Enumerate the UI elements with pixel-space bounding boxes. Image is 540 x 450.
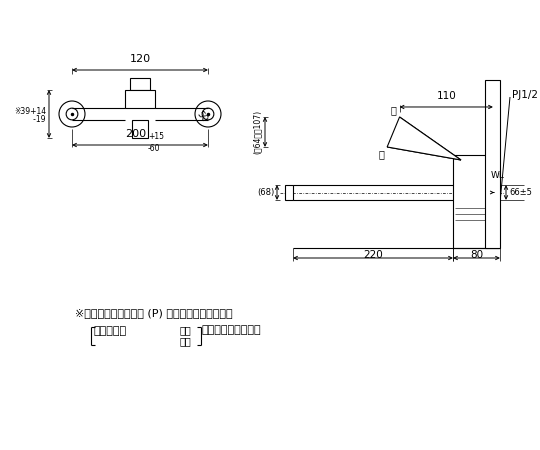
Text: 50: 50 — [195, 110, 210, 125]
Bar — [130, 78, 150, 90]
Text: PJ1/2: PJ1/2 — [512, 90, 538, 100]
Text: (開64～閉107): (開64～閉107) — [253, 110, 262, 154]
Text: 80: 80 — [470, 250, 483, 260]
Text: 200: 200 — [125, 129, 146, 139]
Text: WL: WL — [491, 171, 505, 180]
Text: (68): (68) — [256, 188, 274, 197]
Text: 110: 110 — [436, 91, 456, 101]
Bar — [485, 80, 500, 248]
Text: +15: +15 — [148, 132, 164, 141]
Text: 開: 開 — [390, 105, 396, 115]
Text: 120: 120 — [130, 54, 151, 64]
Text: ※印寸法は配管ピッチ (P) が最大～最小の場合を: ※印寸法は配管ピッチ (P) が最大～最小の場合を — [75, 308, 233, 318]
Text: ）で示しています。: ）で示しています。 — [202, 325, 261, 335]
Bar — [285, 185, 293, 200]
Bar — [125, 90, 155, 108]
Text: 最大: 最大 — [180, 325, 192, 335]
Text: 220: 220 — [363, 250, 383, 260]
Bar — [453, 155, 499, 248]
Text: 66±5: 66±5 — [509, 188, 532, 197]
Text: ※39+14: ※39+14 — [14, 107, 46, 116]
Polygon shape — [387, 117, 461, 160]
Text: （標準寸法: （標準寸法 — [93, 326, 126, 336]
Text: -19: -19 — [26, 114, 46, 123]
Text: 最小: 最小 — [180, 336, 192, 346]
Text: 閉: 閉 — [378, 149, 384, 159]
Text: -60: -60 — [148, 144, 160, 153]
Bar — [132, 120, 148, 138]
